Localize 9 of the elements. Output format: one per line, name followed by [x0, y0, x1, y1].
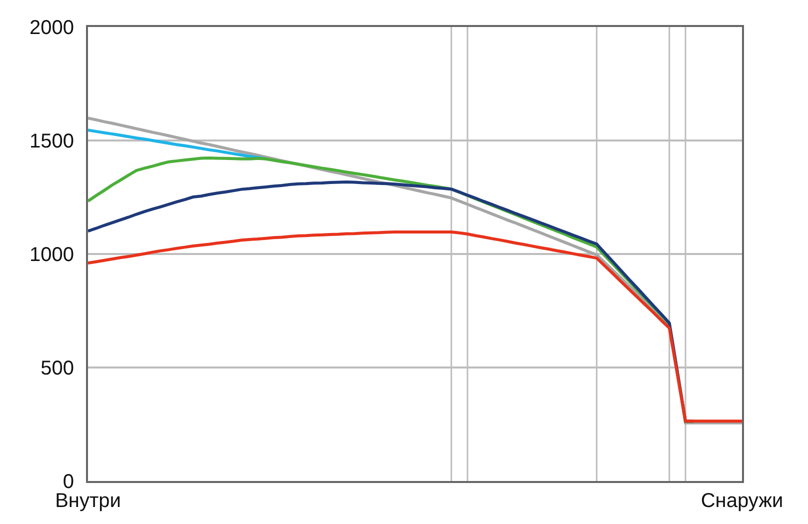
line-series	[88, 230, 742, 423]
y-tick-label: 500	[40, 358, 74, 380]
x-tick-label: Внутри	[55, 490, 121, 512]
x-tick-label: Снаружи	[700, 490, 784, 512]
y-tick-label: 1000	[30, 244, 74, 266]
y-tick-label: 0	[62, 471, 74, 493]
y-tick-label: 2000	[30, 17, 74, 39]
y-tick-label: 1500	[30, 130, 74, 152]
line-series	[88, 128, 268, 160]
